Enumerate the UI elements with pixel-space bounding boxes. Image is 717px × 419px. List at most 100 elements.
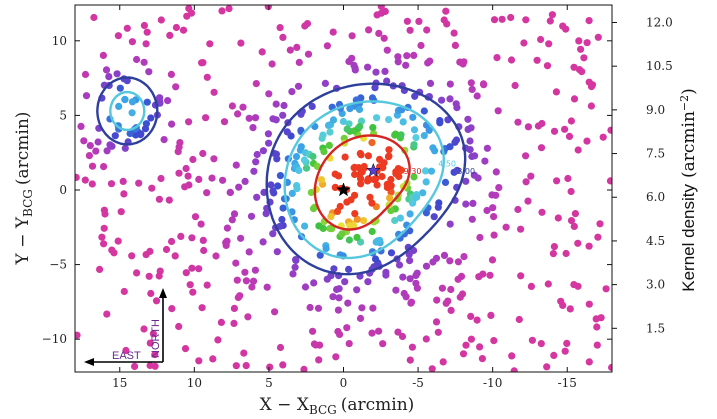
galaxy-point <box>241 177 249 185</box>
galaxy-point <box>326 128 334 136</box>
contour-label: 4.50 <box>438 160 456 169</box>
galaxy-point <box>565 132 574 140</box>
galaxy-point <box>164 97 172 105</box>
galaxy-point <box>468 215 476 223</box>
galaxy-point <box>524 123 533 131</box>
galaxy-point <box>345 265 353 273</box>
galaxy-point <box>175 169 183 177</box>
galaxy-point <box>467 312 475 320</box>
galaxy-point <box>431 147 439 155</box>
galaxy-point <box>489 204 497 212</box>
galaxy-point <box>88 162 97 170</box>
galaxy-point <box>585 78 593 86</box>
galaxy-point <box>103 310 111 318</box>
galaxy-point <box>322 244 330 252</box>
galaxy-point <box>415 17 423 25</box>
galaxy-point <box>199 236 207 244</box>
galaxy-point <box>185 5 193 12</box>
galaxy-point <box>608 363 612 372</box>
galaxy-point <box>310 279 318 287</box>
galaxy-point <box>440 16 448 24</box>
galaxy-point <box>410 173 418 181</box>
galaxy-point <box>146 361 154 370</box>
galaxy-point <box>409 113 417 121</box>
galaxy-point <box>276 24 284 32</box>
galaxy-point <box>245 114 253 122</box>
galaxy-point <box>271 308 279 316</box>
galaxy-point <box>135 179 143 187</box>
galaxy-point <box>434 203 442 211</box>
colorbar-tick-label: 7.5 <box>646 147 665 161</box>
galaxy-point <box>343 324 351 332</box>
galaxy-point <box>385 116 393 124</box>
galaxy-point <box>121 144 129 152</box>
galaxy-point <box>550 243 559 251</box>
galaxy-point <box>405 250 413 258</box>
galaxy-point <box>235 183 243 191</box>
galaxy-point <box>413 284 421 292</box>
galaxy-point <box>474 174 482 182</box>
galaxy-point <box>232 362 240 370</box>
galaxy-point <box>343 125 351 133</box>
galaxy-point <box>488 256 497 264</box>
galaxy-point <box>364 63 372 71</box>
galaxy-point <box>264 130 272 138</box>
galaxy-point <box>432 254 441 262</box>
galaxy-point <box>351 163 359 171</box>
galaxy-point <box>522 152 530 160</box>
galaxy-point <box>371 255 380 263</box>
galaxy-point <box>544 280 552 288</box>
galaxy-point <box>549 250 558 258</box>
galaxy-point <box>86 142 94 150</box>
galaxy-point <box>329 293 337 301</box>
galaxy-point <box>570 63 578 71</box>
galaxy-point <box>537 35 545 44</box>
galaxy-point <box>188 264 196 272</box>
galaxy-point <box>301 222 309 230</box>
galaxy-point <box>328 225 336 233</box>
y-tick-label: −10 <box>42 332 67 346</box>
x-tick-label: -15 <box>558 376 577 390</box>
galaxy-point <box>121 96 129 104</box>
galaxy-point <box>251 266 259 274</box>
galaxy-point <box>90 13 98 22</box>
galaxy-point <box>297 143 305 151</box>
north-label: NORTH <box>150 319 162 358</box>
galaxy-point <box>508 352 516 360</box>
galaxy-point <box>316 251 324 259</box>
galaxy-point <box>329 116 338 124</box>
galaxy-point <box>486 271 494 279</box>
galaxy-point <box>117 208 125 216</box>
galaxy-point <box>396 214 404 222</box>
galaxy-point <box>599 133 607 141</box>
galaxy-point <box>550 351 558 359</box>
galaxy-point <box>186 281 194 289</box>
galaxy-point <box>301 283 310 291</box>
galaxy-point <box>494 107 502 115</box>
galaxy-point <box>128 109 136 117</box>
galaxy-point <box>514 205 522 214</box>
galaxy-point <box>383 77 391 85</box>
galaxy-point <box>308 102 316 110</box>
galaxy-point <box>451 138 459 146</box>
galaxy-point <box>122 346 130 355</box>
galaxy-point <box>274 182 282 190</box>
galaxy-point <box>346 222 354 230</box>
galaxy-point <box>602 285 610 293</box>
galaxy-point <box>335 294 343 302</box>
x-axis-label: X − XBCG (arcmin) <box>260 395 415 417</box>
galaxy-point <box>140 58 148 66</box>
galaxy-point <box>120 287 128 296</box>
galaxy-point <box>490 337 498 345</box>
galaxy-point <box>377 9 385 17</box>
compass: NORTH EAST <box>84 288 167 366</box>
galaxy-point <box>273 248 281 256</box>
galaxy-point <box>270 189 278 197</box>
galaxy-point <box>210 88 218 96</box>
galaxy-point <box>596 220 604 228</box>
galaxy-point <box>402 61 410 69</box>
galaxy-point <box>585 242 593 250</box>
galaxy-point <box>391 216 399 225</box>
galaxy-point <box>295 58 303 66</box>
galaxy-point <box>94 138 102 146</box>
